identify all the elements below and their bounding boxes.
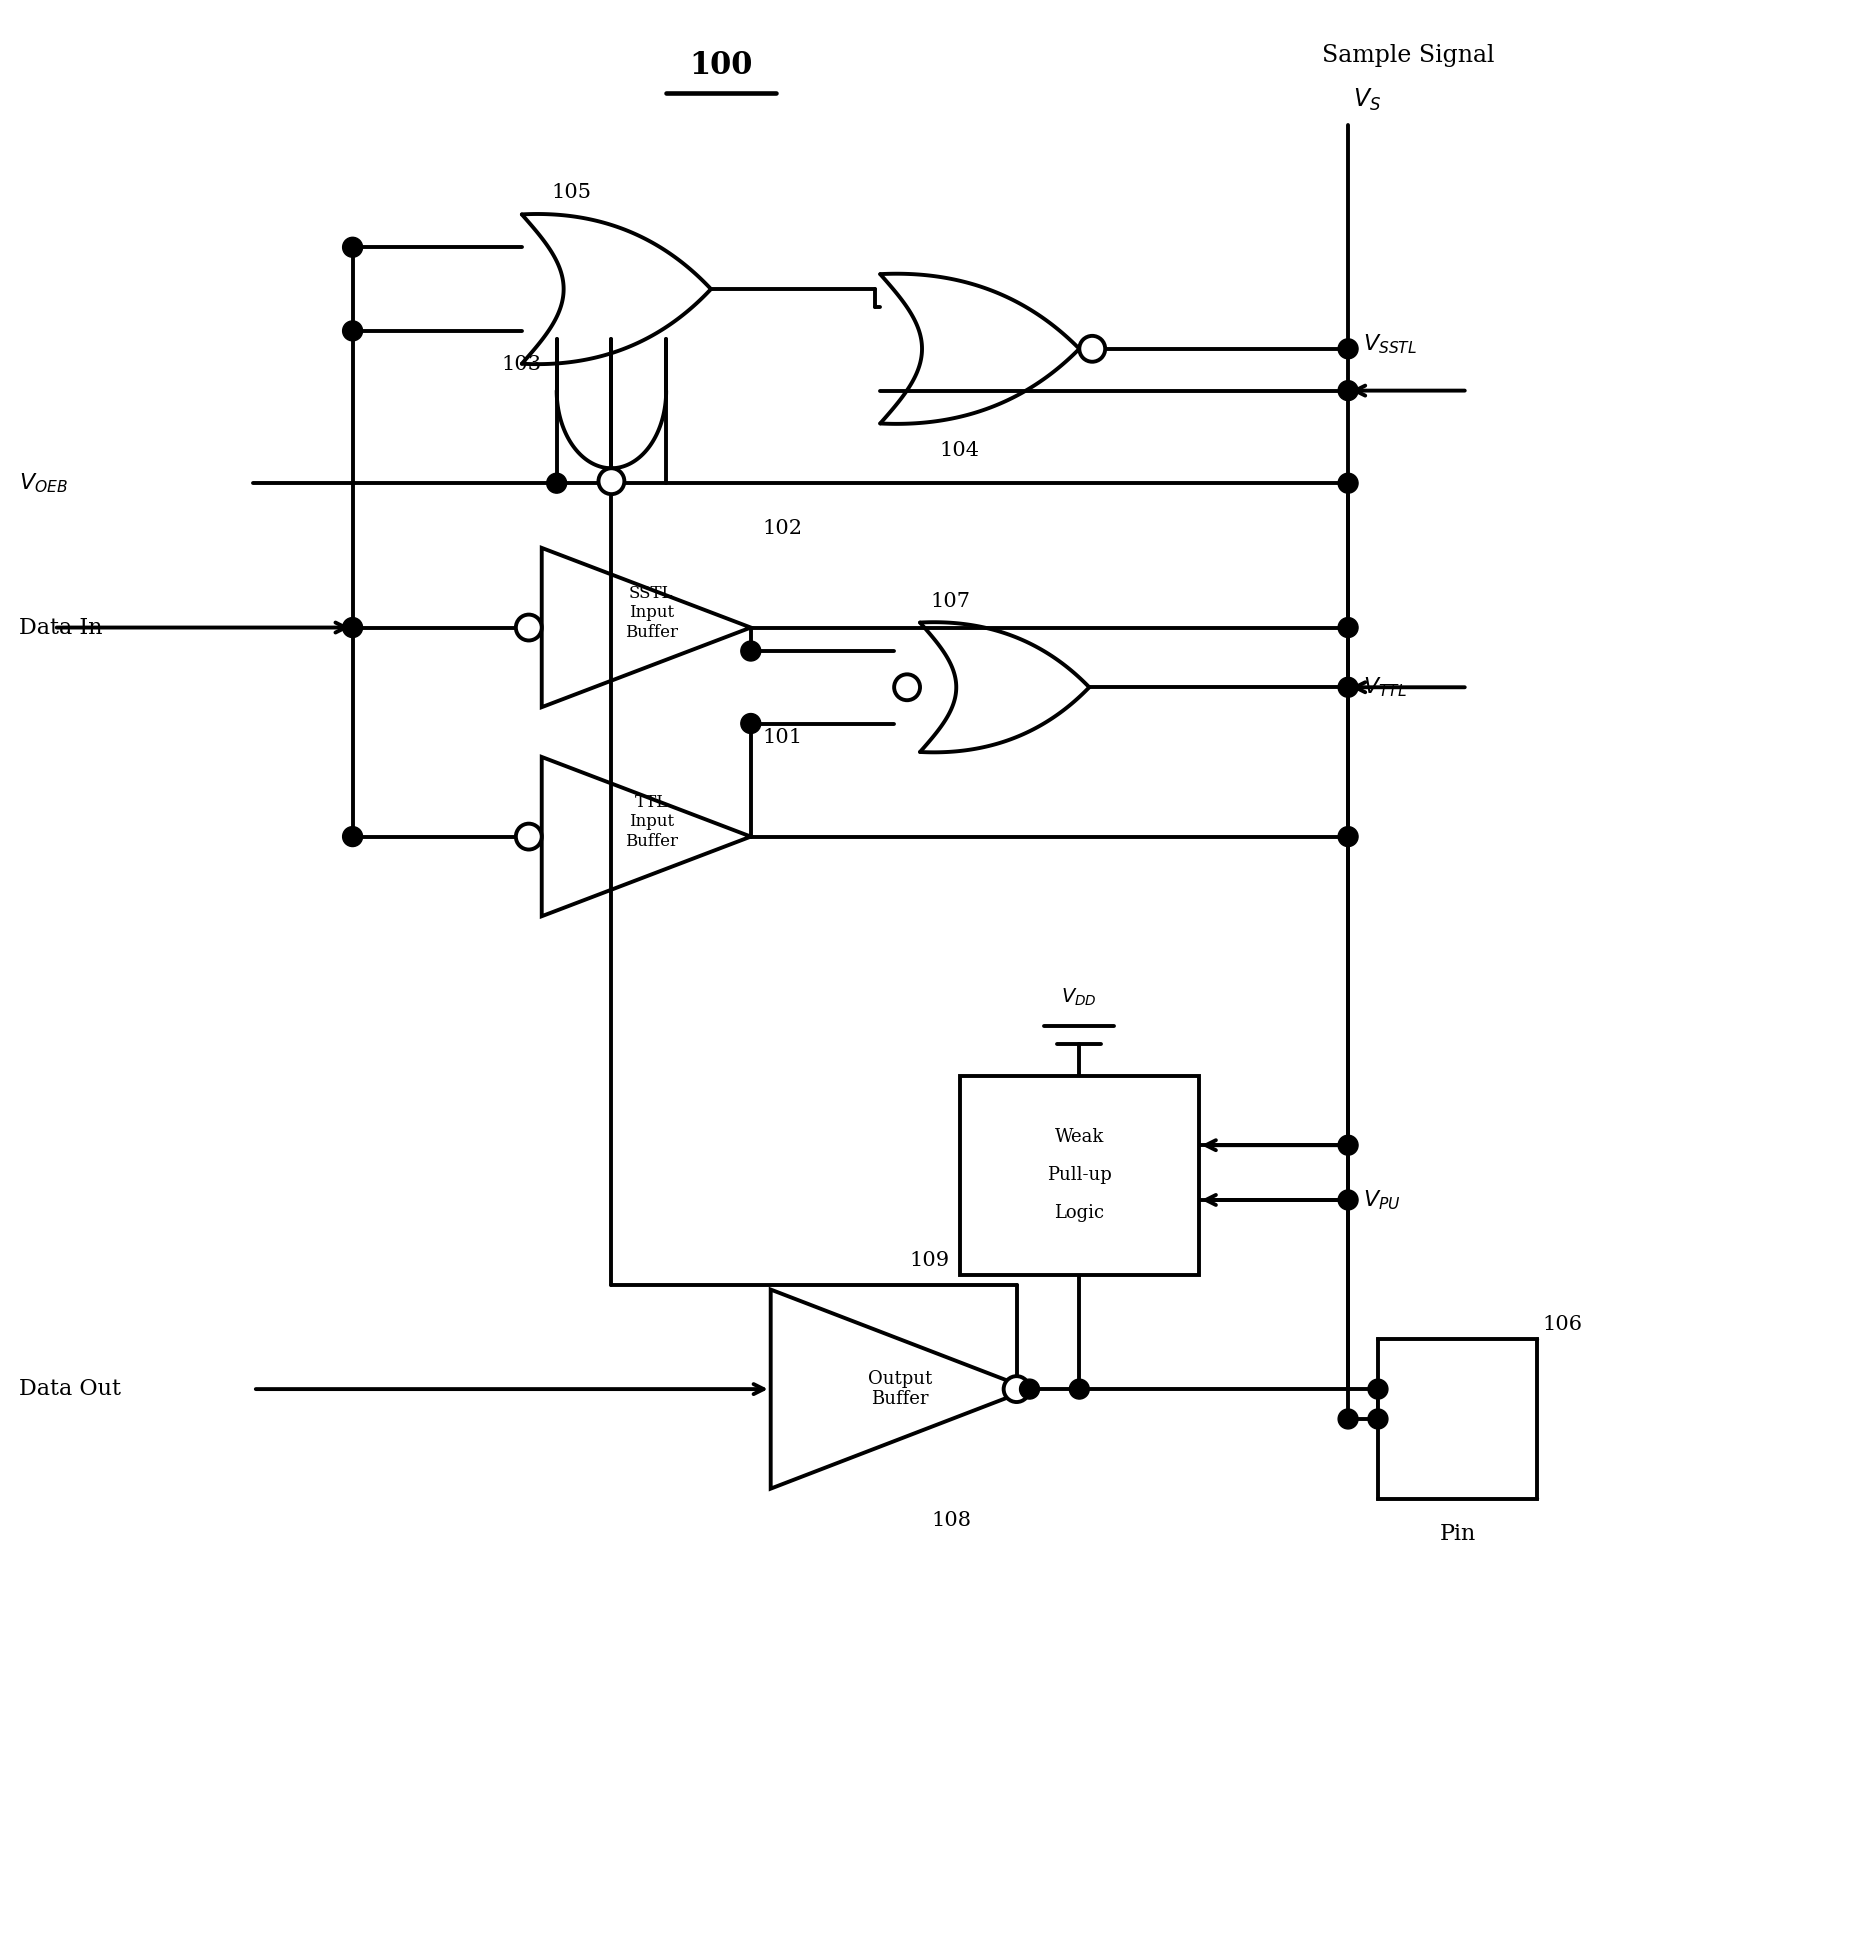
Circle shape [740, 641, 761, 660]
Circle shape [1070, 1378, 1088, 1400]
Text: Weak: Weak [1055, 1129, 1103, 1146]
Circle shape [1338, 339, 1359, 358]
Text: 109: 109 [909, 1251, 950, 1270]
Circle shape [1338, 827, 1359, 846]
Text: Sample Signal: Sample Signal [1322, 45, 1494, 66]
Text: $V_{DD}$: $V_{DD}$ [1061, 987, 1098, 1009]
Text: 102: 102 [763, 519, 803, 538]
Text: 103: 103 [502, 354, 542, 374]
Circle shape [342, 827, 363, 846]
Text: $V_{OEB}$: $V_{OEB}$ [19, 470, 68, 496]
Circle shape [1368, 1378, 1388, 1400]
Text: Logic: Logic [1055, 1204, 1105, 1222]
Text: SSTL
Input
Buffer: SSTL Input Buffer [626, 585, 677, 641]
Bar [961, 1076, 1199, 1274]
Circle shape [894, 674, 920, 701]
Text: 106: 106 [1542, 1315, 1583, 1334]
Text: 104: 104 [940, 441, 979, 461]
Circle shape [740, 714, 761, 734]
Text: Pull-up: Pull-up [1048, 1165, 1112, 1185]
Text: 105: 105 [552, 184, 592, 203]
Text: $V_{SSTL}$: $V_{SSTL}$ [1362, 331, 1418, 356]
Text: Data In: Data In [19, 616, 102, 639]
Text: Data Out: Data Out [19, 1378, 120, 1400]
Circle shape [546, 472, 566, 494]
Circle shape [516, 823, 542, 850]
Circle shape [342, 618, 363, 637]
Text: 100: 100 [689, 50, 753, 81]
Circle shape [1368, 1409, 1388, 1429]
Circle shape [342, 321, 363, 341]
Text: 101: 101 [763, 728, 803, 747]
Text: Pin: Pin [1440, 1524, 1475, 1545]
Text: 107: 107 [929, 592, 970, 610]
Circle shape [1338, 678, 1359, 697]
Circle shape [1003, 1376, 1029, 1402]
Text: $V_{TTL}$: $V_{TTL}$ [1362, 676, 1407, 699]
Circle shape [1338, 1191, 1359, 1210]
Circle shape [598, 469, 624, 494]
Circle shape [342, 238, 363, 257]
Text: TTL
Input
Buffer: TTL Input Buffer [626, 794, 677, 850]
Circle shape [1338, 1409, 1359, 1429]
Circle shape [1338, 381, 1359, 401]
Text: $V_{PU}$: $V_{PU}$ [1362, 1189, 1401, 1212]
Circle shape [1338, 472, 1359, 494]
Circle shape [1079, 335, 1105, 362]
Circle shape [1338, 1134, 1359, 1156]
Bar [1377, 1340, 1536, 1498]
Text: Output
Buffer: Output Buffer [868, 1369, 933, 1409]
Circle shape [1338, 618, 1359, 637]
Circle shape [516, 614, 542, 641]
Text: $V_S$: $V_S$ [1353, 87, 1381, 112]
Circle shape [1020, 1378, 1040, 1400]
Text: 108: 108 [931, 1510, 972, 1529]
